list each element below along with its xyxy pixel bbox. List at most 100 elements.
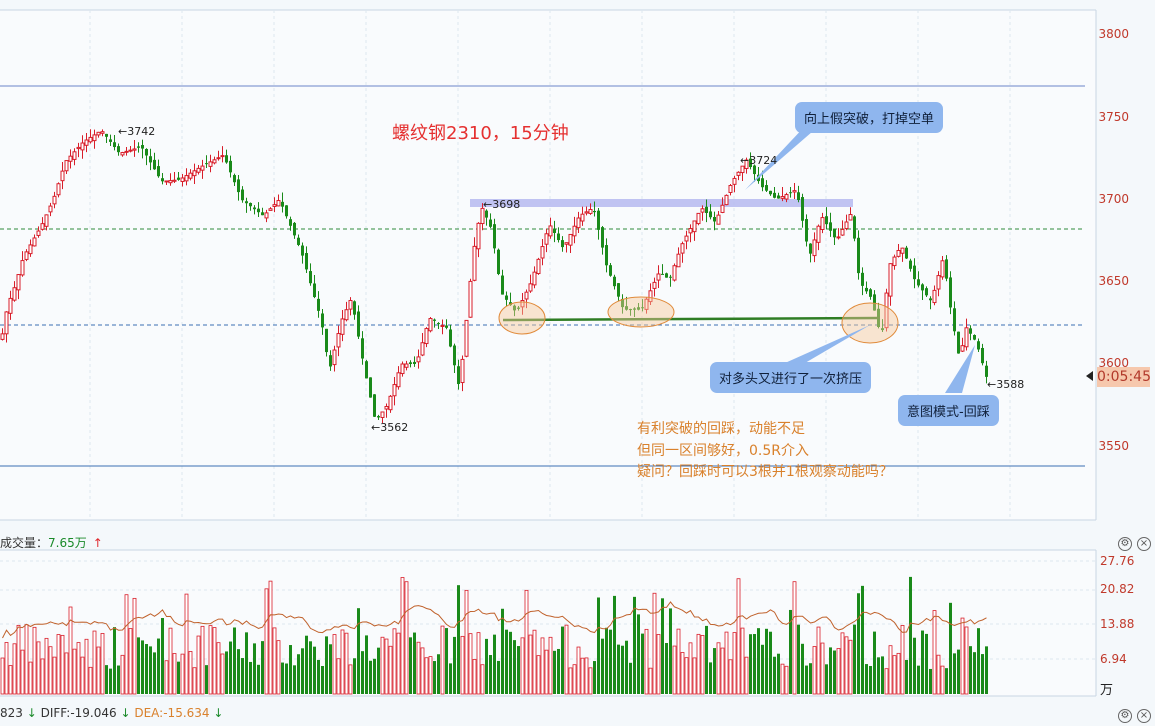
candle-body bbox=[568, 233, 573, 246]
candle-body bbox=[557, 233, 560, 241]
callout-false-break: 向上假突破，打掉空单 bbox=[795, 102, 944, 133]
volume-bar bbox=[392, 628, 397, 695]
volume-bar bbox=[801, 643, 804, 694]
volume-bar bbox=[253, 643, 256, 694]
volume-bar bbox=[833, 650, 836, 694]
candle-body bbox=[501, 275, 504, 295]
candle-body bbox=[848, 214, 853, 221]
candle-body bbox=[801, 197, 804, 221]
volume-bar bbox=[501, 608, 504, 694]
volume-bar bbox=[761, 644, 764, 694]
candle-body bbox=[325, 328, 328, 353]
volume-bar bbox=[472, 659, 477, 695]
volume-bar bbox=[936, 654, 941, 695]
candle-body bbox=[720, 204, 725, 213]
volume-bar bbox=[8, 665, 13, 695]
volume-bar bbox=[744, 656, 749, 695]
volume-bar bbox=[489, 655, 492, 694]
volume-bar bbox=[969, 646, 972, 694]
volume-bar bbox=[568, 667, 573, 695]
volume-bar bbox=[524, 589, 529, 695]
volume-bar bbox=[117, 665, 120, 694]
volume-bar bbox=[652, 592, 657, 695]
volume-bar bbox=[216, 642, 221, 695]
volume-bar bbox=[669, 608, 672, 694]
candle-body bbox=[225, 155, 228, 163]
gear-icon[interactable]: ⚙ bbox=[1118, 709, 1132, 723]
volume-bar bbox=[648, 667, 653, 695]
volume-bar bbox=[957, 649, 960, 694]
price-tick: 3650 bbox=[1098, 274, 1129, 288]
candle-body bbox=[56, 183, 61, 196]
candle-body bbox=[245, 201, 248, 204]
volume-bar bbox=[836, 648, 841, 695]
candle-body bbox=[784, 194, 789, 200]
volume-bar bbox=[536, 655, 541, 695]
volume-bar bbox=[332, 634, 337, 695]
down-arrow-icon: ↓ bbox=[26, 706, 37, 720]
candle-body bbox=[792, 190, 797, 193]
volume-bar bbox=[900, 625, 905, 695]
candle-body bbox=[344, 309, 349, 321]
volume-bar bbox=[820, 642, 825, 695]
volume-bar bbox=[505, 629, 508, 694]
volume-bar bbox=[705, 625, 708, 694]
candle-body bbox=[857, 237, 860, 274]
candle-body bbox=[765, 185, 768, 191]
candle-body bbox=[117, 146, 120, 153]
candle-body bbox=[688, 228, 693, 234]
candle-body bbox=[96, 131, 101, 136]
volume-bar bbox=[84, 638, 89, 695]
volume-bar bbox=[445, 628, 448, 694]
candle-body bbox=[489, 219, 492, 227]
gear-icon[interactable]: ⚙ bbox=[1118, 537, 1132, 551]
candle-body bbox=[960, 345, 965, 352]
volume-bar bbox=[840, 632, 845, 695]
candle-body bbox=[861, 272, 864, 286]
volume-bar bbox=[564, 624, 569, 695]
macd-prefix: 823 bbox=[0, 706, 23, 720]
volume-bar bbox=[977, 628, 980, 694]
close-icon[interactable]: × bbox=[1137, 537, 1151, 551]
candle-body bbox=[32, 237, 37, 247]
volume-bar bbox=[625, 640, 628, 694]
candle-body bbox=[520, 300, 525, 308]
volume-bar bbox=[696, 633, 701, 695]
volume-bar bbox=[225, 651, 228, 694]
candle-body bbox=[789, 192, 792, 194]
candle-body bbox=[493, 224, 496, 249]
candle-body bbox=[597, 210, 600, 230]
volume-bar bbox=[985, 646, 988, 694]
candle-body bbox=[964, 327, 969, 348]
candle-body bbox=[544, 233, 549, 245]
candle-body bbox=[564, 242, 569, 245]
candle-body bbox=[621, 298, 624, 308]
candle-body bbox=[497, 249, 500, 275]
candle-body bbox=[313, 283, 316, 298]
candle-body bbox=[424, 328, 429, 345]
candle-body bbox=[449, 329, 452, 347]
close-icon[interactable]: × bbox=[1137, 709, 1151, 723]
candle-body bbox=[460, 358, 465, 384]
price-mark-low: ←3562 bbox=[371, 421, 409, 434]
candle-body bbox=[264, 212, 269, 219]
candle-body bbox=[357, 311, 360, 337]
volume-bar bbox=[220, 653, 225, 695]
candle-body bbox=[200, 165, 205, 171]
volume-bar bbox=[688, 642, 693, 695]
candle-body bbox=[433, 319, 436, 321]
candle-body bbox=[272, 204, 277, 207]
volume-bar bbox=[56, 634, 61, 695]
volume-bar bbox=[233, 627, 236, 694]
volume-bar bbox=[141, 640, 144, 694]
candlesticks bbox=[0, 129, 988, 424]
candle-body bbox=[973, 334, 976, 340]
candle-body bbox=[969, 328, 972, 334]
volume-bar bbox=[676, 628, 681, 695]
candle-body bbox=[716, 214, 721, 225]
candle-body bbox=[884, 292, 889, 329]
candle-body bbox=[913, 265, 916, 280]
candle-body bbox=[985, 365, 988, 377]
volume-bar bbox=[905, 659, 908, 694]
